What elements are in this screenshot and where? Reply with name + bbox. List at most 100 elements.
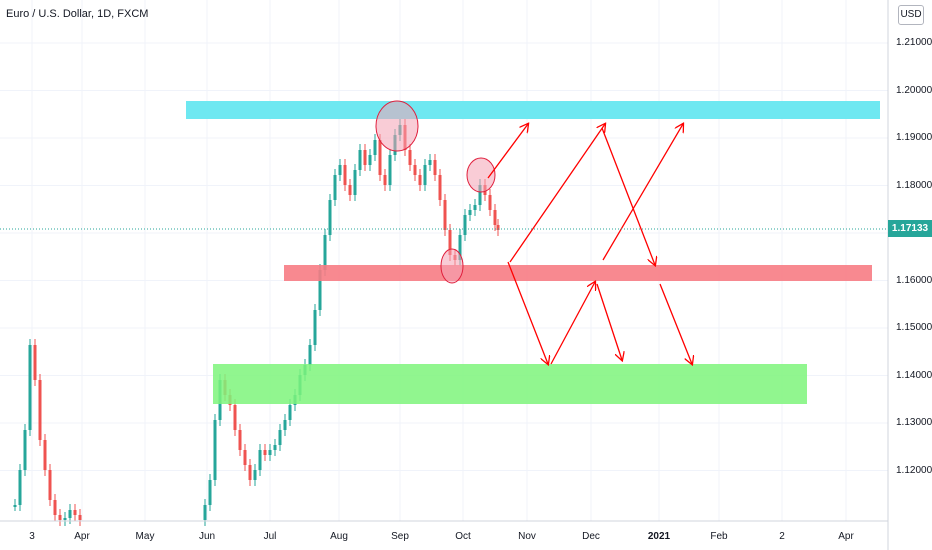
candle-body — [478, 185, 482, 205]
candle-body — [283, 420, 287, 430]
candle-body — [68, 510, 72, 518]
x-tick-label: 3 — [29, 531, 35, 542]
candle-body — [448, 230, 452, 255]
arrow-6 — [601, 127, 655, 265]
candle-body — [53, 500, 57, 515]
candle-body — [213, 420, 217, 480]
candle-body — [428, 160, 432, 165]
candle-body — [493, 210, 497, 225]
candle-body — [373, 140, 377, 155]
candle-body — [78, 515, 82, 520]
arrow-1 — [487, 124, 528, 179]
x-tick-label: Jul — [263, 531, 277, 542]
forecast-arrows — [487, 124, 692, 365]
candle-body — [358, 150, 362, 170]
arrow-3 — [509, 124, 605, 263]
candle-body — [73, 510, 77, 515]
candle-body — [38, 380, 42, 440]
arrow-7 — [602, 124, 683, 261]
candle-body — [278, 430, 282, 445]
pivot-zone[interactable] — [284, 265, 872, 281]
x-tick-label: Feb — [710, 531, 728, 542]
candle-body — [203, 505, 207, 520]
top-circle — [375, 100, 419, 152]
highlight-circles — [375, 100, 496, 284]
candle-body — [208, 480, 212, 505]
x-tick-label: Aug — [330, 531, 348, 542]
candle-body — [248, 465, 252, 480]
candle-body — [23, 430, 27, 470]
chart-grid — [0, 0, 888, 521]
candle-body — [48, 470, 52, 500]
candle-body — [433, 160, 437, 175]
candle-body — [468, 210, 472, 215]
x-tick-label: Dec — [582, 531, 600, 542]
y-tick-label: 1.18000 — [896, 179, 932, 191]
low-circle — [440, 248, 464, 284]
candle-body — [408, 150, 412, 165]
y-tick-label: 1.19000 — [896, 132, 932, 143]
candle-body — [268, 450, 272, 455]
arrow-4 — [550, 282, 595, 365]
candle-body — [473, 205, 477, 210]
candle-body — [253, 470, 257, 480]
candle-body — [388, 155, 392, 185]
candle-body — [348, 185, 352, 195]
arrow-5 — [596, 283, 622, 360]
candle-body — [263, 450, 267, 455]
candles-layer — [13, 119, 500, 526]
candle-body — [233, 405, 237, 430]
candle-body — [13, 505, 17, 507]
candle-body — [496, 225, 500, 230]
candle-body — [238, 430, 242, 450]
candle-body — [323, 235, 327, 270]
candle-body — [458, 235, 462, 260]
resistance-zone[interactable] — [186, 101, 880, 119]
candle-body — [43, 440, 47, 470]
candle-body — [333, 175, 337, 200]
candle-body — [18, 470, 22, 505]
candle-body — [318, 270, 322, 310]
x-tick-label: Oct — [455, 531, 471, 542]
candle-body — [438, 175, 442, 200]
last-price-tag: 1.17133 — [888, 220, 932, 237]
y-tick-label: 1.14000 — [896, 369, 932, 381]
currency-button[interactable]: USD — [898, 5, 924, 25]
candle-body — [378, 140, 382, 175]
candle-body — [353, 170, 357, 195]
candle-body — [488, 195, 492, 210]
candle-body — [258, 450, 262, 470]
x-tick-label: Apr — [74, 531, 90, 542]
support-zone[interactable] — [213, 364, 807, 404]
candle-body — [338, 165, 342, 175]
y-tick-label: 1.15000 — [896, 322, 932, 333]
x-tick-label: Jun — [198, 531, 216, 542]
candle-body — [443, 200, 447, 230]
candle-body — [28, 345, 32, 430]
candle-body — [363, 150, 367, 165]
x-tick-label: 2021 — [647, 531, 671, 542]
y-tick-label: 1.20000 — [896, 84, 932, 96]
y-tick-label: 1.21000 — [896, 37, 932, 48]
x-tick-label: Apr — [838, 531, 854, 542]
arrow-2 — [507, 261, 548, 364]
candle-body — [328, 200, 332, 235]
x-tick-label: 2 — [779, 531, 785, 542]
candle-body — [418, 175, 422, 185]
candle-body — [58, 515, 62, 520]
candle-body — [413, 165, 417, 175]
candle-body — [308, 345, 312, 365]
y-tick-label: 1.13000 — [896, 417, 932, 428]
x-tick-label: Nov — [518, 531, 536, 542]
candle-body — [423, 165, 427, 185]
candle-body — [273, 445, 277, 450]
symbol-title[interactable]: Euro / U.S. Dollar, 1D, FXCM — [6, 8, 149, 20]
x-tick-label: Sep — [391, 531, 409, 542]
candle-body — [33, 345, 37, 380]
y-tick-label: 1.12000 — [896, 464, 932, 476]
candle-body — [288, 405, 292, 420]
mid-circle — [466, 157, 496, 193]
candle-body — [368, 155, 372, 165]
y-tick-label: 1.16000 — [896, 274, 932, 286]
